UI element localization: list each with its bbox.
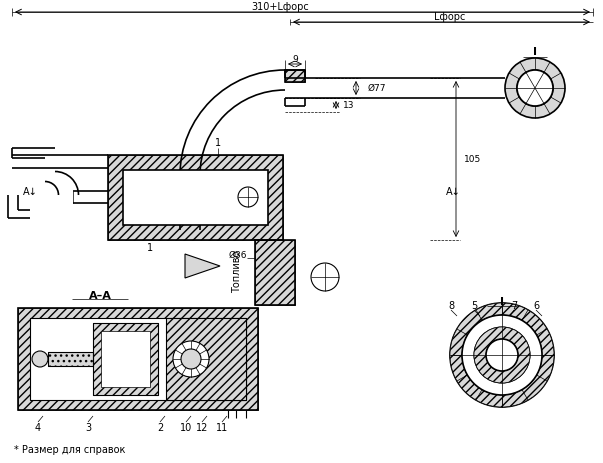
Text: 105: 105 bbox=[464, 155, 481, 163]
Text: A↓: A↓ bbox=[23, 187, 37, 197]
Wedge shape bbox=[450, 303, 554, 407]
Text: 11: 11 bbox=[216, 423, 228, 433]
Bar bbox=[18, 308, 258, 410]
Text: 13: 13 bbox=[343, 100, 355, 110]
Text: 1: 1 bbox=[147, 243, 153, 253]
Text: 9: 9 bbox=[292, 55, 298, 63]
Text: I: I bbox=[533, 47, 537, 57]
Circle shape bbox=[450, 303, 554, 407]
Bar bbox=[123, 170, 268, 225]
Bar bbox=[18, 308, 258, 410]
Bar bbox=[101, 331, 150, 387]
Circle shape bbox=[505, 58, 565, 118]
Text: Топливо: Топливо bbox=[232, 251, 242, 293]
Text: 10: 10 bbox=[180, 423, 192, 433]
Text: 12: 12 bbox=[196, 423, 208, 433]
Text: A↓: A↓ bbox=[446, 187, 460, 197]
Text: 7: 7 bbox=[511, 301, 517, 311]
Circle shape bbox=[486, 339, 518, 371]
Bar bbox=[255, 240, 295, 305]
Text: А–А: А–А bbox=[89, 291, 112, 301]
Bar bbox=[285, 70, 305, 82]
Circle shape bbox=[311, 263, 339, 291]
Text: Ø36: Ø36 bbox=[229, 250, 247, 259]
Bar bbox=[30, 318, 246, 400]
Text: 2: 2 bbox=[157, 423, 163, 433]
Text: Ø77: Ø77 bbox=[368, 83, 387, 93]
Circle shape bbox=[517, 70, 553, 106]
Bar bbox=[166, 318, 246, 400]
Text: I: I bbox=[500, 297, 504, 307]
Text: 3: 3 bbox=[85, 423, 91, 433]
Bar bbox=[108, 155, 283, 240]
Polygon shape bbox=[185, 254, 220, 278]
Text: 4: 4 bbox=[35, 423, 41, 433]
Text: 5: 5 bbox=[471, 301, 477, 311]
Text: 1: 1 bbox=[215, 138, 221, 148]
Bar bbox=[48, 352, 93, 366]
Circle shape bbox=[181, 349, 201, 369]
Bar bbox=[166, 318, 246, 400]
Bar bbox=[93, 323, 158, 395]
Text: 310+Lфорс: 310+Lфорс bbox=[251, 2, 309, 12]
Wedge shape bbox=[474, 327, 530, 383]
Text: * Размер для справок: * Размер для справок bbox=[14, 445, 125, 455]
Text: Lфорс: Lфорс bbox=[434, 12, 466, 22]
Circle shape bbox=[32, 351, 48, 367]
Circle shape bbox=[517, 70, 553, 106]
Text: 8: 8 bbox=[448, 301, 454, 311]
Circle shape bbox=[474, 327, 530, 383]
Text: 6: 6 bbox=[533, 301, 539, 311]
Circle shape bbox=[238, 187, 258, 207]
Bar bbox=[48, 352, 93, 366]
Bar bbox=[255, 240, 295, 305]
Bar bbox=[93, 323, 158, 395]
Circle shape bbox=[462, 315, 542, 395]
Bar bbox=[108, 155, 283, 240]
Circle shape bbox=[173, 341, 209, 377]
Bar bbox=[285, 70, 305, 82]
